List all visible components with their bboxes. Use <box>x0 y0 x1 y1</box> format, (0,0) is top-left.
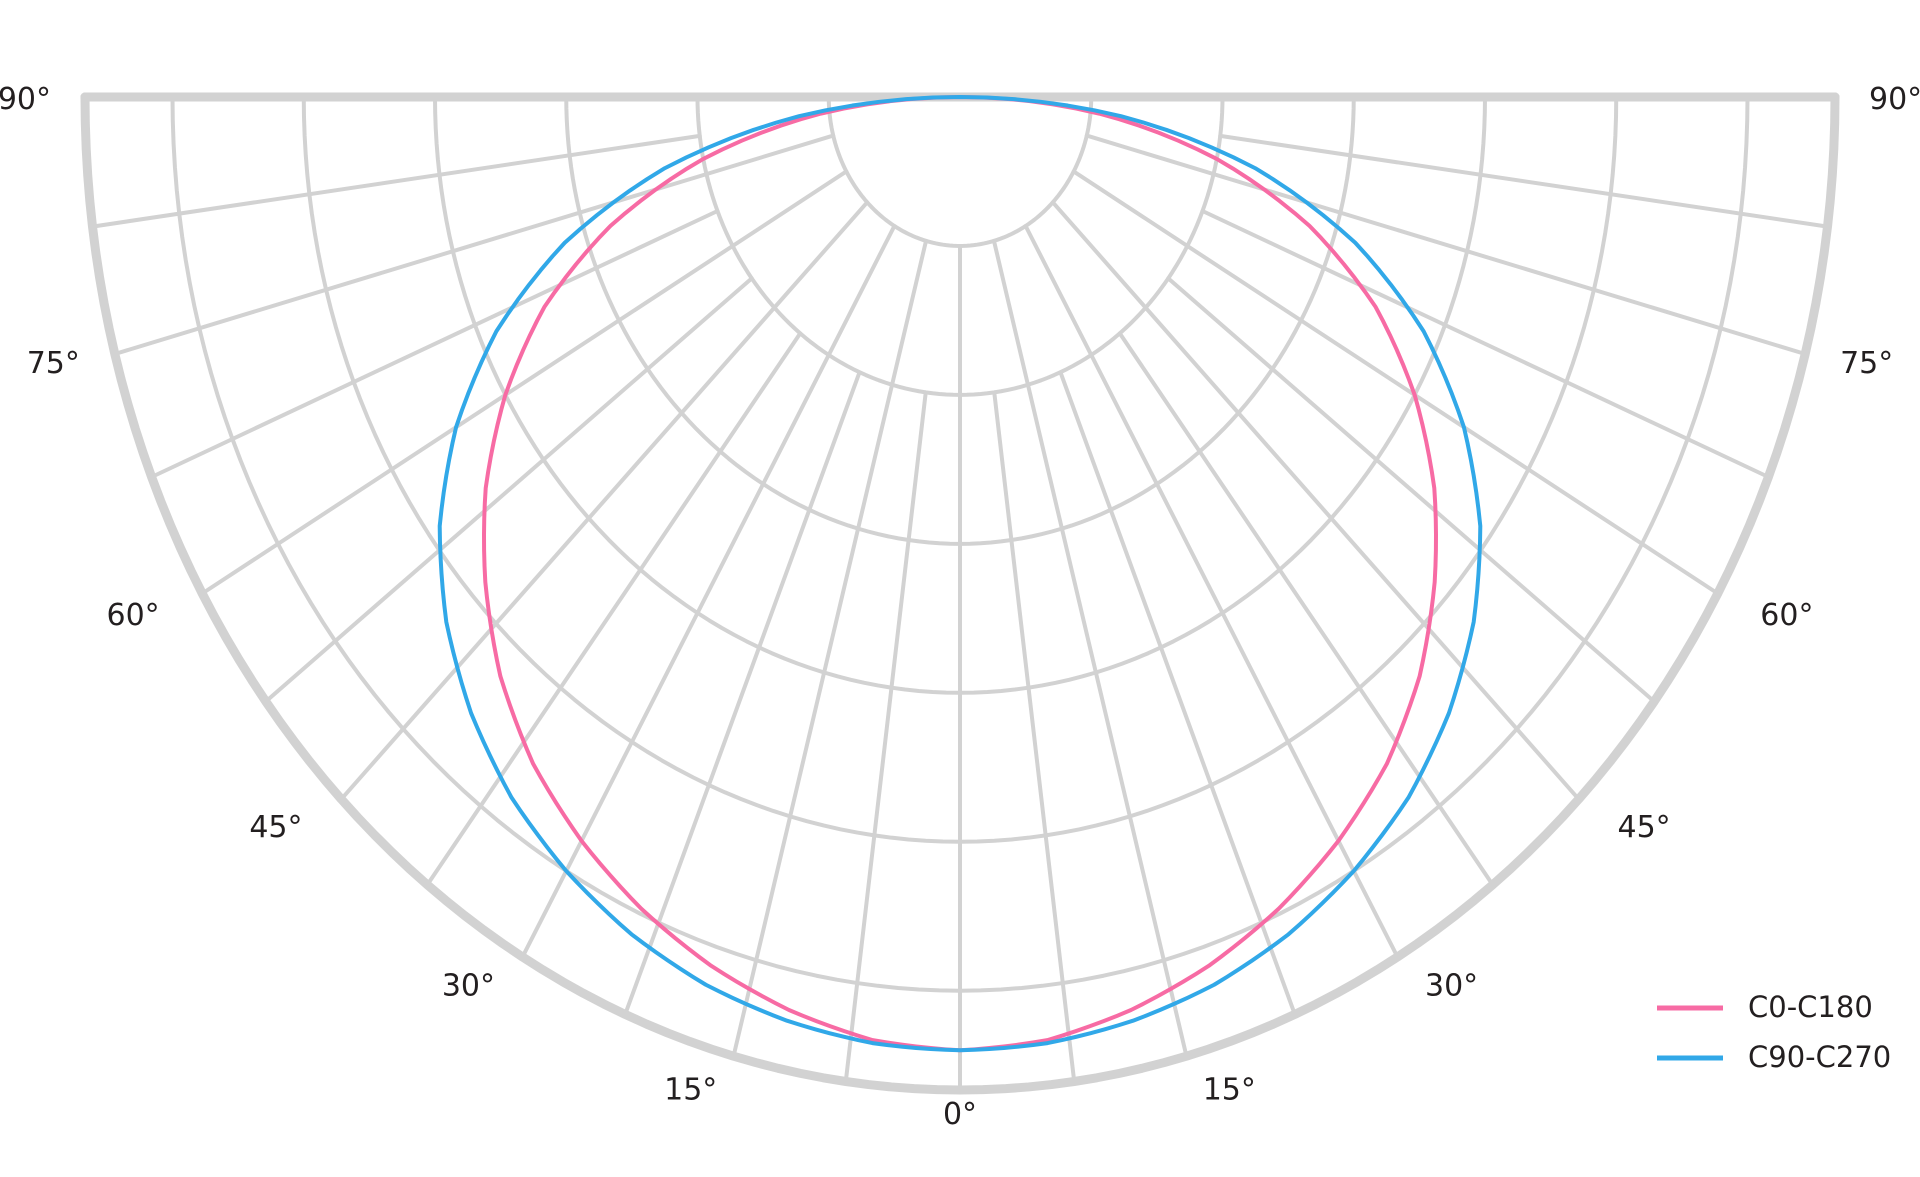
polar-spoke--30deg <box>520 223 897 959</box>
polar-spoke--75deg <box>112 133 836 357</box>
polar-spoke-7.5deg <box>992 390 1077 1084</box>
polar-spoke-75deg <box>1084 133 1808 357</box>
polar-spoke-22.5deg <box>1058 370 1297 1017</box>
polar-spoke-30deg <box>1023 223 1400 959</box>
polar-spoke--82.5deg <box>90 133 702 229</box>
chart-legend: C0-C180 C90-C270 <box>1657 990 1891 1074</box>
polar-spoke-60deg <box>1071 169 1720 596</box>
polar-spoke-67.5deg <box>1200 209 1771 479</box>
polar-spoke--15deg <box>731 238 929 1059</box>
angle-tick-center-0: 0° <box>943 1097 977 1132</box>
polar-spoke-37.5deg <box>1117 331 1495 887</box>
angle-tick-labels: 90° 75° 60° 45° 30° 15° 0° 15° 30° 45° 60° 75° 90° <box>0 82 1920 1132</box>
polar-spoke-45deg <box>1050 200 1581 802</box>
polar-spoke--7.5deg <box>843 390 928 1084</box>
angle-tick-right-90: 90° <box>1869 82 1920 117</box>
angle-tick-left-45: 45° <box>249 810 302 845</box>
angle-tick-right-60: 60° <box>1760 598 1813 633</box>
angle-tick-left-30: 30° <box>442 968 495 1003</box>
polar-spoke--67.5deg <box>149 209 720 479</box>
polar-spoke-52.5deg <box>1166 276 1657 704</box>
polar-spoke--52.5deg <box>263 276 754 704</box>
angle-tick-left-15: 15° <box>664 1072 717 1107</box>
angle-tick-left-90: 90° <box>0 82 51 117</box>
distribution-curves <box>437 95 1483 1053</box>
polar-spoke-15deg <box>991 238 1189 1059</box>
polar-spoke--60deg <box>200 169 849 596</box>
angle-tick-right-30: 30° <box>1425 968 1478 1003</box>
legend-label-c0-c180: C0-C180 <box>1748 990 1873 1024</box>
polar-spoke--45deg <box>339 200 870 802</box>
curve-c90-c270 <box>437 95 1483 1053</box>
polar-grid <box>80 92 1840 1095</box>
polar-spoke--37.5deg <box>425 331 803 887</box>
angle-tick-left-60: 60° <box>107 598 160 633</box>
polar-ring-0 <box>826 95 1094 248</box>
polar-spoke--22.5deg <box>623 370 862 1017</box>
angle-tick-right-45: 45° <box>1618 810 1671 845</box>
legend-label-c90-c270: C90-C270 <box>1748 1040 1891 1074</box>
angle-tick-right-15: 15° <box>1203 1072 1256 1107</box>
angle-tick-left-75: 75° <box>27 346 80 381</box>
polar-spoke-82.5deg <box>1218 133 1830 229</box>
angle-tick-right-75: 75° <box>1840 346 1893 381</box>
